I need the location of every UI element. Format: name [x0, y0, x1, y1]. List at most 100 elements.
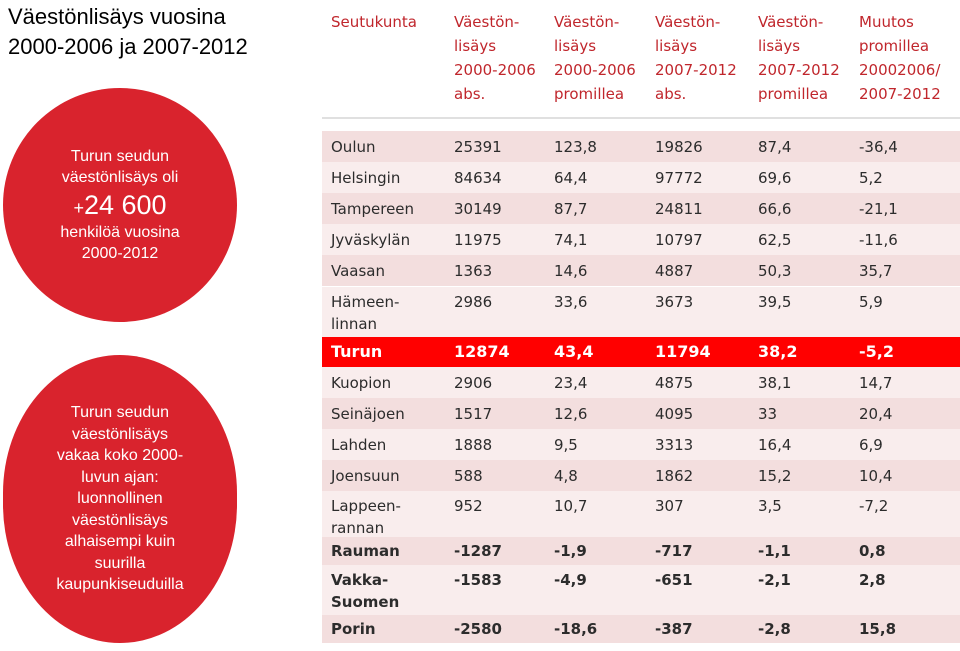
- column-header-line: abs.: [655, 85, 687, 103]
- value-cell: 16,4: [758, 436, 792, 454]
- value-cell: -1287: [454, 542, 502, 560]
- region-name-line: Vaasan: [331, 262, 385, 280]
- bubble-line: väestönlisäys oli: [61, 169, 179, 186]
- value-cell: 1517: [454, 405, 493, 423]
- region-name-cell: Helsingin: [331, 167, 400, 189]
- region-name-cell: Rauman: [331, 540, 400, 562]
- value-cell: 4887: [655, 262, 694, 280]
- column-header-line: promillea: [859, 37, 930, 55]
- region-name-line: Lappeen-: [331, 497, 401, 515]
- column-header: Muutos promillea 20002006/2007-2012: [859, 10, 941, 106]
- value-cell: 10,4: [859, 467, 893, 485]
- page-title: Väestönlisäys vuosina 2000-2006 ja 2007-…: [8, 2, 308, 62]
- value-cell: 19826: [655, 138, 703, 156]
- column-header-line: lisäys: [554, 37, 597, 55]
- value-cell: 10,7: [554, 497, 588, 515]
- region-name-cell: Turun: [331, 341, 382, 363]
- value-cell: 3673: [655, 293, 694, 311]
- value-cell: 30149: [454, 200, 502, 218]
- column-header-line: Seutukunta: [331, 13, 417, 31]
- region-name-line: Helsingin: [331, 169, 401, 187]
- value-cell: 20,4: [859, 405, 893, 423]
- column-header-line: 2000-2006: [454, 61, 536, 79]
- value-cell: 3,5: [758, 497, 782, 515]
- region-name-line: Turun: [331, 342, 383, 361]
- region-name-line: Hämeen-: [331, 293, 400, 311]
- table-row: Lappeen-rannan 952 10,7 307 3,5 -7,2: [322, 491, 960, 537]
- region-name-cell: Kuopion: [331, 372, 391, 394]
- value-cell: 87,7: [554, 200, 588, 218]
- bubble-note-line: Turun seudun: [70, 404, 170, 422]
- column-header-line: 2007-2012: [758, 61, 840, 79]
- value-cell: 66,6: [758, 200, 792, 218]
- bubble-note-line: vakaa koko 2000-: [56, 447, 184, 465]
- column-header-line: Väestön-: [758, 13, 824, 31]
- region-name-cell: Lahden: [331, 434, 386, 456]
- value-cell: 4875: [655, 374, 694, 392]
- table-row: Vakka- Suomen -1583 -4,9 -651 -2,1 2,8: [322, 565, 960, 615]
- population-growth-table: Seutukunta Väestön-lisäys 2000-2006 abs. Väe…: [322, 0, 960, 651]
- table-row: Rauman -1287 -1,9 -717 -1,1 0,8: [322, 537, 960, 565]
- region-name-line: Porin: [331, 620, 376, 638]
- value-cell: 1888: [454, 436, 493, 454]
- growth-note-bubble: Turun seudun väestönlisäys vakaa koko 2000…: [3, 355, 237, 643]
- value-cell: 15,8: [859, 620, 897, 638]
- table-row: Turun 12874 43,4 11794 38,2 -5,2: [322, 337, 960, 367]
- value-cell: 69,6: [758, 169, 792, 187]
- region-name-line: Jyväskylän: [331, 231, 411, 249]
- column-header-line: abs.: [454, 85, 486, 103]
- region-name-line: Rauman: [331, 542, 400, 560]
- value-cell: 33,6: [554, 293, 588, 311]
- column-header-line: Väestön-: [454, 13, 520, 31]
- table-row: Seinäjoen 1517 12,6 4095 33 20,4: [322, 398, 960, 429]
- column-header-line: promillea: [554, 85, 625, 103]
- value-cell: -2580: [454, 620, 502, 638]
- column-header: Seutukunta: [331, 10, 417, 34]
- column-header-line: lisäys: [655, 37, 698, 55]
- bubble-line: henkilöä vuosina: [60, 224, 180, 241]
- column-header: Väestön-lisäys 2000-2006 abs.: [454, 10, 536, 106]
- value-cell: 952: [454, 497, 483, 515]
- value-cell: 62,5: [758, 231, 792, 249]
- table-row: Porin -2580 -18,6 -387 -2,8 15,8: [322, 615, 960, 643]
- value-cell: -1,9: [554, 542, 587, 560]
- value-cell: 5,2: [859, 169, 883, 187]
- value-cell: 10797: [655, 231, 703, 249]
- value-cell: 12874: [454, 342, 510, 361]
- value-cell: 2986: [454, 293, 493, 311]
- value-cell: 50,3: [758, 262, 792, 280]
- value-cell: 307: [655, 497, 684, 515]
- bubble-note-line: kaupunkiseuduilla: [56, 576, 184, 594]
- region-name-line: Kuopion: [331, 374, 392, 392]
- value-cell: -651: [655, 571, 693, 589]
- column-header-line: 2000-2006: [554, 61, 636, 79]
- column-header-line: 20002006/: [859, 61, 941, 79]
- bubble-big-number: +24 600: [73, 188, 166, 222]
- value-cell: 2906: [454, 374, 493, 392]
- column-header-line: promillea: [758, 85, 829, 103]
- value-cell: -36,4: [859, 138, 898, 156]
- value-cell: 39,5: [758, 293, 792, 311]
- region-name-cell: Lappeen-rannan: [331, 495, 401, 539]
- table-row: Oulun 25391 123,8 19826 87,4 -36,4: [322, 131, 960, 162]
- region-name-cell: Vaasan: [331, 260, 385, 282]
- value-cell: -11,6: [859, 231, 898, 249]
- value-cell: 87,4: [758, 138, 792, 156]
- value-cell: -2,1: [758, 571, 791, 589]
- region-name-cell: Vakka- Suomen: [331, 569, 399, 613]
- value-cell: 97772: [655, 169, 703, 187]
- value-cell: -4,9: [554, 571, 587, 589]
- value-cell: -7,2: [859, 497, 889, 515]
- bubble-note-line: alhaisempi kuin: [64, 533, 176, 551]
- value-cell: 588: [454, 467, 483, 485]
- value-cell: -1,1: [758, 542, 791, 560]
- value-cell: 6,9: [859, 436, 883, 454]
- bubble-note-line: suurilla: [94, 554, 146, 572]
- value-cell: 74,1: [554, 231, 588, 249]
- column-header-line: Muutos: [859, 13, 914, 31]
- value-cell: 14,7: [859, 374, 893, 392]
- value-cell: 38,2: [758, 342, 798, 361]
- value-cell: -21,1: [859, 200, 898, 218]
- bubble-line: 2000-2012: [81, 245, 159, 262]
- value-cell: 43,4: [554, 342, 594, 361]
